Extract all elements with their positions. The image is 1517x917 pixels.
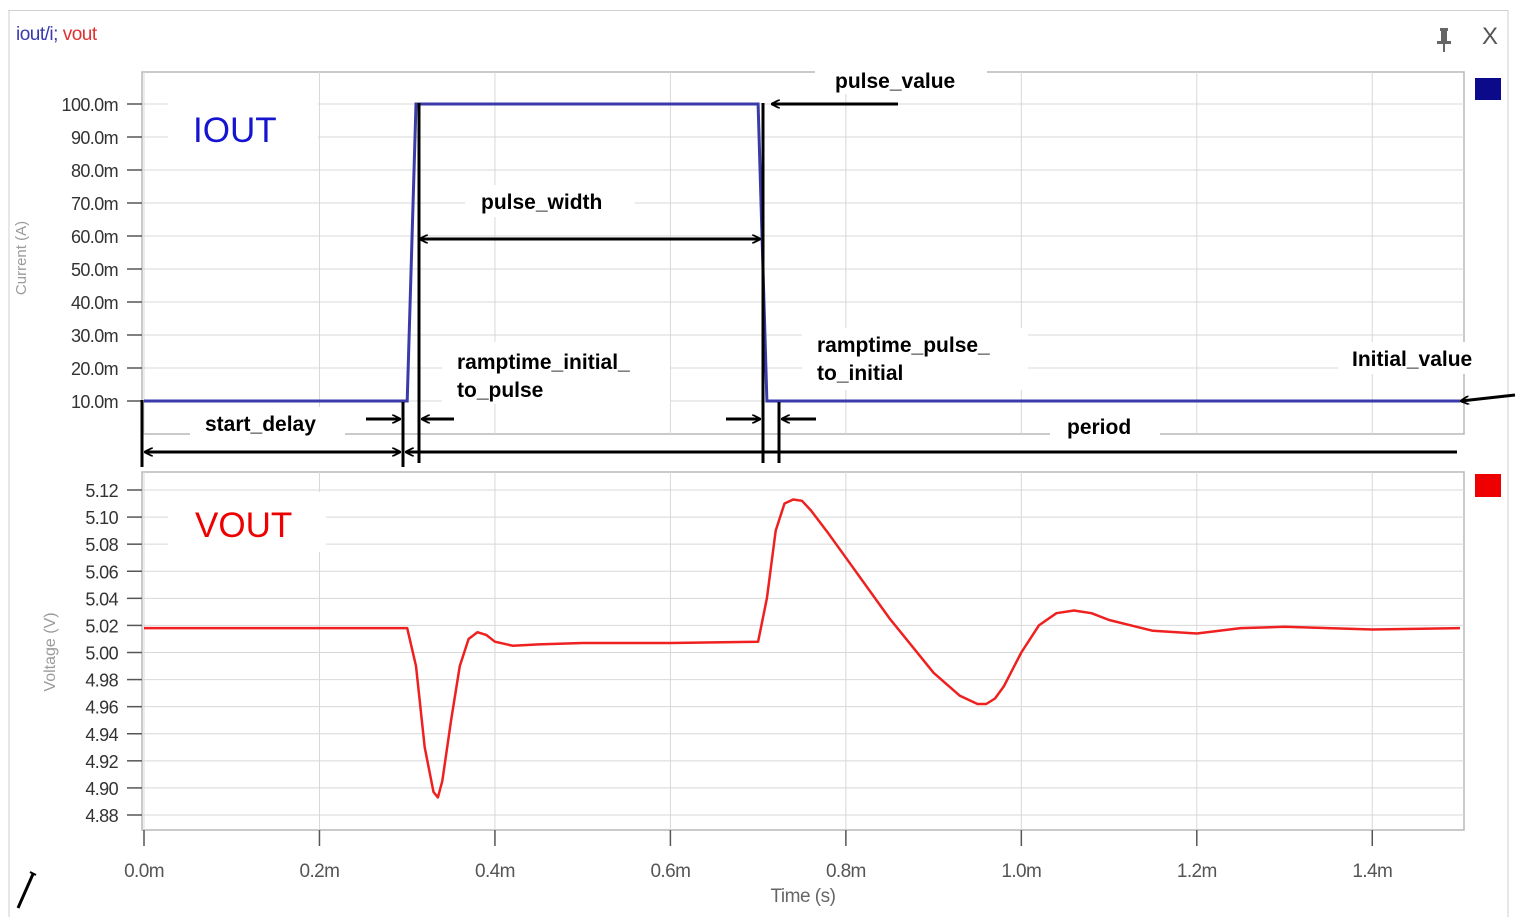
vout-y-tick-label: 4.92 <box>85 752 118 772</box>
vout-y-tick-label: 4.88 <box>85 806 118 826</box>
vout-title-bg <box>168 492 326 552</box>
time-tick-label: 0.6m <box>650 861 690 882</box>
window-titlebar: iout/i; vout X <box>8 10 1508 55</box>
initial-value-label-bg <box>1338 342 1498 374</box>
initial-value-label: Initial_value <box>1352 348 1472 371</box>
iout-line <box>144 102 1460 403</box>
iout-y-tick-label: 30.0m <box>71 326 118 346</box>
time-tick-label: 1.2m <box>1177 861 1217 882</box>
iout-y-tick-label: 100.0m <box>62 95 118 115</box>
iout-y-tick-label: 90.0m <box>71 128 118 148</box>
iout-y-tick-label: 20.0m <box>71 359 118 379</box>
time-tick-label: 0.4m <box>475 861 515 882</box>
vout-y-tick-label: 5.00 <box>85 644 118 664</box>
iout-legend-swatch[interactable] <box>1475 78 1501 100</box>
window-title: iout/i; vout <box>16 24 97 46</box>
vout-y-axis-label: Voltage (V) <box>42 612 59 691</box>
time-axis: 0.0m 0.2m 0.4m 0.6m 0.8m 1.0m 1.2m 1.4m <box>124 830 1393 882</box>
vout-y-tick-label: 4.94 <box>85 725 118 745</box>
vout-title: VOUT <box>195 506 292 545</box>
iout-series <box>144 102 1460 403</box>
vout-y-tick-label: 5.04 <box>85 589 118 609</box>
iout-y-tick-label: 80.0m <box>71 161 118 181</box>
iout-title: IOUT <box>193 111 277 150</box>
pulse-width-label-bg <box>465 185 635 217</box>
vout-line <box>144 498 1461 799</box>
vout-y-tick-label: 4.96 <box>85 698 118 718</box>
iout-y-axis-label: Current (A) <box>13 221 30 295</box>
time-axis-label: Time (s) <box>771 886 836 907</box>
ramp-up-label-line1: ramptime_initial_ <box>457 351 630 374</box>
start-delay-label: start_delay <box>205 413 316 436</box>
pulse-value-label-bg <box>815 64 987 94</box>
vout-legend-swatch[interactable] <box>1475 474 1501 497</box>
pin-icon-glyph <box>1437 28 1451 52</box>
ramp-down-label-bg <box>802 328 1028 390</box>
period-label: period <box>1067 416 1131 439</box>
iout-y-axis: 10.0m 20.0m 30.0m 40.0m 50.0m 60.0m 70.0m 80.0m… <box>62 95 142 412</box>
iout-y-tick-label: 60.0m <box>71 227 118 247</box>
vout-y-tick-label: 5.06 <box>85 562 118 582</box>
vout-plot: 4.88 4.90 4.92 4.94 4.96 4.98 5.00 5.02 5.04 5.06… <box>42 471 1501 907</box>
title-vout: vout <box>57 24 97 45</box>
initial-value-arrow <box>1461 393 1516 401</box>
vout-series <box>144 498 1461 799</box>
iout-title-bg <box>168 98 318 158</box>
start-delay-label-bg <box>190 407 345 439</box>
vout-y-axis: 4.88 4.90 4.92 4.94 4.96 4.98 5.00 5.02 5.04 5.06… <box>85 481 142 826</box>
pen-cursor-icon <box>16 871 37 909</box>
ramp-down-label-line1: ramptime_pulse_ <box>817 334 990 357</box>
period-label-bg <box>1050 410 1160 442</box>
pin-icon[interactable] <box>1436 27 1452 59</box>
iout-y-tick-label: 70.0m <box>71 194 118 214</box>
pulse-width-label: pulse_width <box>481 191 602 214</box>
pulse-value-label: pulse_value <box>835 70 955 93</box>
close-button[interactable]: X <box>1482 23 1499 50</box>
vout-y-tick-label: 5.08 <box>85 535 118 555</box>
vout-y-tick-label: 5.10 <box>85 508 118 528</box>
time-tick-label: 1.4m <box>1352 861 1392 882</box>
vout-y-tick-label: 4.90 <box>85 779 118 799</box>
time-tick-label: 0.8m <box>826 861 866 882</box>
ramp-up-label-line2: to_pulse <box>457 379 543 402</box>
vout-y-tick-label: 5.02 <box>85 616 118 636</box>
vout-y-tick-label: 5.12 <box>85 481 118 501</box>
vout-plot-frame <box>141 471 1465 831</box>
pulse-annotations <box>140 64 1516 467</box>
title-iout: iout/i; <box>16 24 58 45</box>
vout-grid <box>142 472 1464 830</box>
iout-y-tick-label: 10.0m <box>71 392 118 412</box>
vout-y-tick-label: 4.98 <box>85 671 118 691</box>
annotation-labels: pulse_value pulse_width ramptime_initial… <box>205 70 1472 439</box>
ramp-up-label-bg <box>442 342 670 404</box>
iout-y-tick-label: 40.0m <box>71 293 118 313</box>
ramp-down-label-line2: to_initial <box>817 362 903 385</box>
time-tick-label: 0.2m <box>300 861 340 882</box>
time-tick-label: 0.0m <box>124 861 164 882</box>
iout-plot: 10.0m 20.0m 30.0m 40.0m 50.0m 60.0m 70.0m 80.0m… <box>13 71 1501 435</box>
time-tick-label: 1.0m <box>1001 861 1041 882</box>
iout-y-tick-label: 50.0m <box>71 260 118 280</box>
